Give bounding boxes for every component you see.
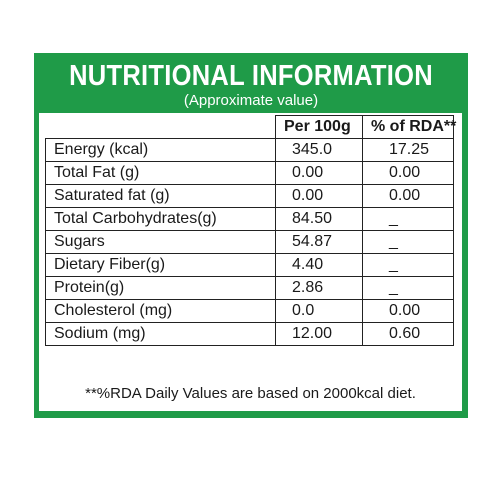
column-header-nutrient: [45, 115, 276, 139]
per-100g-value: 0.00: [275, 184, 363, 208]
nutrient-name: Sodium (mg): [45, 322, 276, 346]
rda-value: _: [362, 230, 454, 254]
nutrient-name: Cholesterol (mg): [45, 299, 276, 323]
per-100g-value: 12.00: [275, 322, 363, 346]
label-title: NUTRITIONAL INFORMATION: [69, 60, 433, 92]
rda-value: 0.00: [362, 184, 454, 208]
label-body: Per 100g % of RDA** Energy (kcal) 345.0 …: [39, 113, 462, 411]
column-header-per-100g: Per 100g: [275, 115, 363, 139]
nutrient-name: Saturated fat (g): [45, 184, 276, 208]
rda-value: _: [362, 253, 454, 277]
table-row: Cholesterol (mg) 0.0 0.00: [45, 299, 454, 323]
rda-value: 0.00: [362, 299, 454, 323]
nutrient-name: Dietary Fiber(g): [45, 253, 276, 277]
nutrition-label: NUTRITIONAL INFORMATION (Approximate val…: [34, 53, 468, 418]
table-row: Sodium (mg) 12.00 0.60: [45, 322, 454, 346]
table-row: Protein(g) 2.86 _: [45, 276, 454, 300]
table-row: Dietary Fiber(g) 4.40 _: [45, 253, 454, 277]
per-100g-value: 84.50: [275, 207, 363, 231]
per-100g-value: 345.0: [275, 138, 363, 162]
per-100g-value: 0.00: [275, 161, 363, 185]
column-header-rda: % of RDA**: [362, 115, 456, 139]
rda-value: 17.25: [362, 138, 454, 162]
table-row: Total Fat (g) 0.00 0.00: [45, 161, 454, 185]
per-100g-value: 0.0: [275, 299, 363, 323]
nutrient-name: Sugars: [45, 230, 276, 254]
per-100g-value: 4.40: [275, 253, 363, 277]
table-row: Sugars 54.87 _: [45, 230, 454, 254]
rda-value: _: [362, 276, 454, 300]
nutrition-table: Per 100g % of RDA** Energy (kcal) 345.0 …: [45, 115, 456, 346]
per-100g-value: 2.86: [275, 276, 363, 300]
nutrient-name: Energy (kcal): [45, 138, 276, 162]
per-100g-value: 54.87: [275, 230, 363, 254]
rda-value: _: [362, 207, 454, 231]
table-row: Energy (kcal) 345.0 17.25: [45, 138, 454, 162]
table-row: Saturated fat (g) 0.00 0.00: [45, 184, 454, 208]
rda-footnote: **%RDA Daily Values are based on 2000kca…: [85, 385, 416, 402]
rda-value: 0.00: [362, 161, 454, 185]
table-row: Total Carbohydrates(g) 84.50 _: [45, 207, 454, 231]
rda-value: 0.60: [362, 322, 454, 346]
nutrient-name: Total Carbohydrates(g): [45, 207, 276, 231]
table-header-row: Per 100g % of RDA**: [45, 115, 456, 139]
nutrient-name: Protein(g): [45, 276, 276, 300]
nutrient-name: Total Fat (g): [45, 161, 276, 185]
label-subtitle: (Approximate value): [183, 92, 319, 109]
